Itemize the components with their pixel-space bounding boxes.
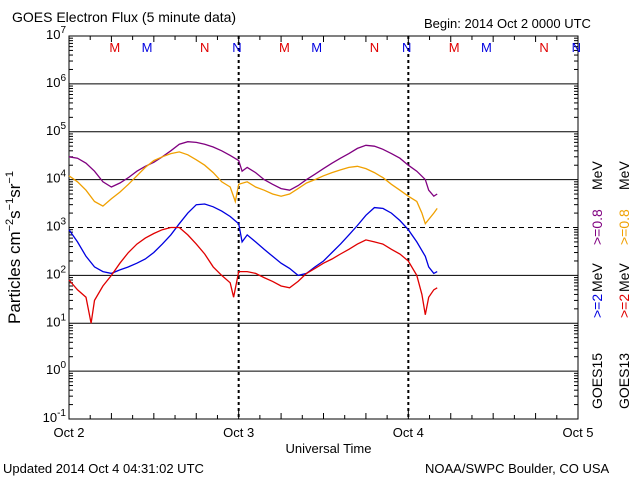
- legend-goes15-ge08: >=0.8: [589, 209, 605, 245]
- local-time-marker: M: [142, 40, 153, 55]
- local-time-marker: N: [232, 40, 241, 55]
- local-time-marker: M: [449, 40, 460, 55]
- series-line: [68, 203, 438, 277]
- legend-goes13: GOES13: [616, 353, 632, 409]
- local-time-marker: N: [200, 40, 209, 55]
- local-time-marker: M: [481, 40, 492, 55]
- local-time-marker: M: [279, 40, 290, 55]
- local-time-marker: M: [311, 40, 322, 55]
- legend-mev-ge2-13: MeV: [616, 263, 632, 292]
- legend-goes13-ge2: >=2: [616, 294, 632, 318]
- begin-time: Begin: 2014 Oct 2 0000 UTC: [424, 16, 591, 31]
- x-tick-label: Oct 2: [53, 425, 84, 440]
- x-axis-label: Universal Time: [286, 441, 372, 456]
- x-tick-label: Oct 5: [562, 425, 593, 440]
- y-tick-label: 106: [46, 73, 66, 90]
- series-line: [68, 226, 438, 324]
- chart-title: GOES Electron Flux (5 minute data): [12, 9, 237, 25]
- legend-goes15-ge2: >=2: [589, 294, 605, 318]
- legend-goes15: GOES15: [589, 353, 605, 409]
- local-time-marker: N: [572, 40, 581, 55]
- y-tick-label: 107: [46, 25, 66, 42]
- x-tick-label: Oct 4: [393, 425, 424, 440]
- y-tick-label: 10-1: [43, 408, 67, 425]
- y-tick-label: 105: [46, 121, 66, 138]
- credit-label: NOAA/SWPC Boulder, CO USA: [425, 461, 610, 476]
- y-tick-label: 102: [46, 264, 66, 281]
- local-time-marker: N: [370, 40, 379, 55]
- x-tick-label: Oct 3: [223, 425, 254, 440]
- legend-goes13-ge08: >=0.8: [616, 209, 632, 245]
- local-time-marker: M: [109, 40, 120, 55]
- y-axis-label: Particles cm−2s−1sr−1: [4, 171, 24, 324]
- updated-timestamp: Updated 2014 Oct 4 04:31:02 UTC: [3, 461, 204, 476]
- legend-mev-bottom: MeV: [616, 161, 632, 190]
- local-time-marker: N: [402, 40, 411, 55]
- y-tick-label: 104: [46, 169, 66, 186]
- legend-mev-top: MeV: [589, 161, 605, 190]
- legend-mev-ge2-15: MeV: [589, 263, 605, 292]
- local-time-marker: N: [539, 40, 548, 55]
- y-tick-label: 101: [46, 312, 66, 329]
- series-line: [68, 141, 438, 198]
- y-tick-label: 103: [46, 217, 66, 234]
- y-tick-label: 100: [46, 360, 66, 377]
- series-line: [68, 151, 438, 226]
- plot-frame: [68, 35, 579, 420]
